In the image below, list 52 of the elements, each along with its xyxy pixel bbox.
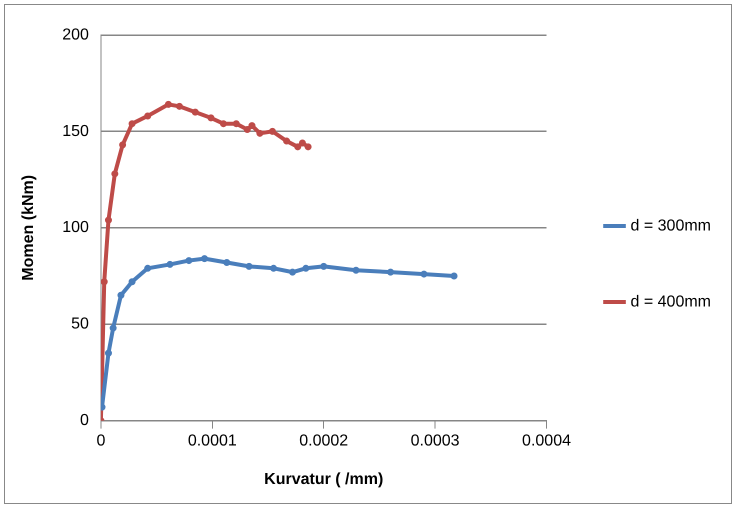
x-tick-label: 0 bbox=[96, 432, 106, 450]
point bbox=[220, 120, 227, 128]
point bbox=[270, 264, 278, 272]
point bbox=[166, 260, 174, 268]
x-axis-title: Kurvatur ( /mm) bbox=[264, 470, 384, 488]
y-tick-label: 50 bbox=[71, 316, 89, 333]
point bbox=[223, 259, 230, 266]
point bbox=[111, 170, 118, 178]
x-tick-label: 0.0001 bbox=[188, 432, 237, 450]
y-tick-label: 150 bbox=[62, 122, 89, 140]
point bbox=[164, 100, 172, 108]
point bbox=[289, 268, 296, 276]
point bbox=[302, 264, 310, 272]
point bbox=[244, 126, 251, 133]
x-tick-label: 0.0003 bbox=[410, 432, 460, 450]
point bbox=[176, 102, 183, 110]
legend-label: d = 300mm bbox=[630, 217, 711, 234]
point bbox=[268, 128, 276, 135]
y-axis-title: Momen (kNm) bbox=[20, 174, 38, 281]
y-tick-label: 100 bbox=[62, 219, 89, 236]
point bbox=[304, 143, 312, 150]
point bbox=[201, 255, 208, 262]
point bbox=[110, 324, 117, 332]
point bbox=[144, 112, 152, 120]
x-tick-label: 0.0002 bbox=[299, 432, 348, 450]
y-tick-label: 0 bbox=[80, 412, 89, 430]
point bbox=[100, 278, 108, 286]
point bbox=[387, 268, 394, 276]
point bbox=[232, 120, 240, 128]
point bbox=[248, 122, 256, 130]
point bbox=[246, 262, 253, 270]
point bbox=[256, 130, 264, 137]
point bbox=[320, 262, 328, 270]
point bbox=[104, 216, 112, 224]
point bbox=[207, 114, 214, 122]
y-tick-label: 200 bbox=[62, 26, 89, 44]
point bbox=[294, 143, 302, 150]
legend-label: d = 400mm bbox=[630, 293, 711, 310]
point bbox=[420, 270, 428, 278]
point bbox=[298, 139, 306, 146]
point bbox=[128, 120, 136, 128]
point bbox=[144, 264, 152, 272]
point bbox=[283, 138, 290, 145]
x-tick-label: 0.0004 bbox=[522, 432, 572, 450]
point bbox=[104, 350, 112, 357]
point bbox=[119, 141, 126, 148]
point bbox=[128, 278, 136, 286]
point bbox=[185, 257, 192, 264]
point bbox=[450, 272, 458, 280]
point bbox=[352, 266, 360, 274]
point bbox=[192, 108, 199, 116]
point bbox=[117, 292, 124, 299]
